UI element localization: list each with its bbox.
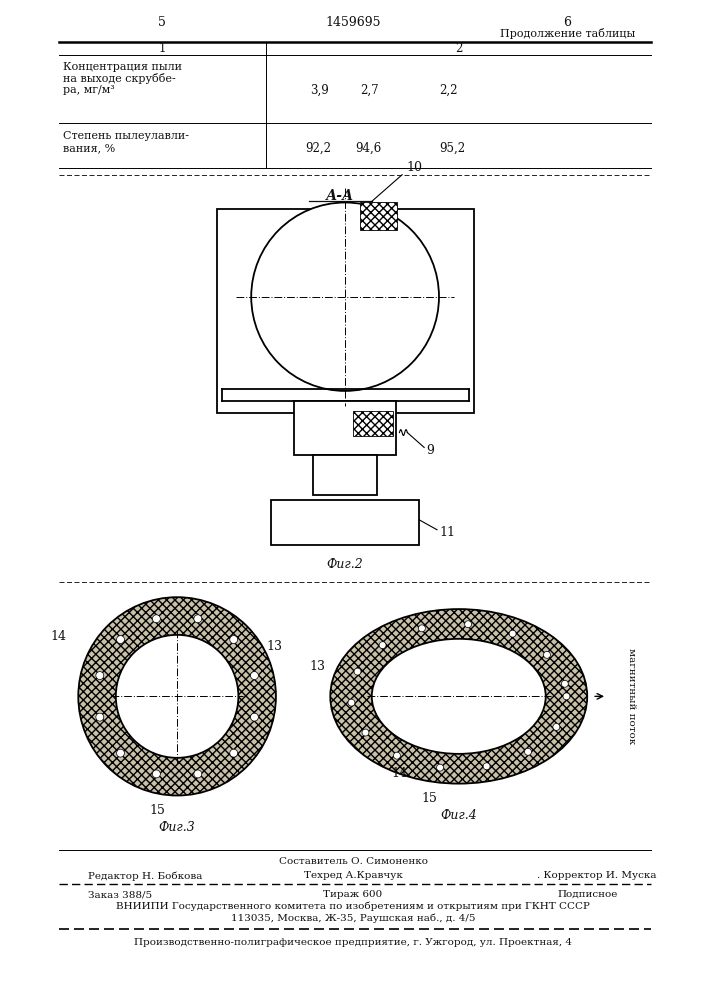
- Text: 92,2: 92,2: [305, 141, 332, 154]
- Text: Заказ 388/5: Заказ 388/5: [88, 890, 152, 899]
- Ellipse shape: [544, 651, 551, 658]
- Text: 10: 10: [407, 161, 422, 174]
- Text: Фиг.4: Фиг.4: [440, 809, 477, 822]
- Text: Производственно-полиграфическое предприятие, г. Ужгород, ул. Проектная, 4: Производственно-полиграфическое предприя…: [134, 938, 572, 947]
- Ellipse shape: [194, 615, 201, 623]
- Text: 3,9: 3,9: [310, 84, 329, 97]
- Ellipse shape: [230, 636, 238, 644]
- Text: 14: 14: [50, 630, 66, 643]
- Text: на выходе скруббе-: на выходе скруббе-: [64, 73, 176, 84]
- Text: вания, %: вания, %: [64, 143, 116, 153]
- Text: Фиг.2: Фиг.2: [327, 558, 363, 571]
- Text: 5: 5: [158, 16, 166, 29]
- Ellipse shape: [116, 635, 238, 758]
- Ellipse shape: [153, 615, 160, 623]
- Bar: [360, 202, 397, 230]
- Bar: [271, 500, 419, 545]
- Bar: [353, 411, 392, 436]
- Text: 13: 13: [310, 660, 325, 673]
- Text: Концентрация пыли: Концентрация пыли: [64, 62, 182, 72]
- Ellipse shape: [194, 770, 201, 778]
- Text: 1: 1: [158, 42, 166, 55]
- Ellipse shape: [437, 764, 443, 771]
- Text: 14: 14: [392, 767, 407, 780]
- Text: Тираж 600: Тираж 600: [323, 890, 382, 899]
- Bar: [216, 209, 474, 413]
- Ellipse shape: [117, 636, 124, 644]
- Text: Редактор Н. Бобкова: Редактор Н. Бобкова: [88, 871, 202, 881]
- Ellipse shape: [230, 749, 238, 757]
- Ellipse shape: [561, 680, 568, 687]
- Text: Степень пылеулавли-: Степень пылеулавли-: [64, 131, 189, 141]
- Ellipse shape: [372, 639, 546, 754]
- Ellipse shape: [96, 713, 104, 721]
- Ellipse shape: [553, 723, 560, 730]
- Text: Подписное: Подписное: [557, 890, 617, 899]
- Text: 94,6: 94,6: [355, 141, 381, 154]
- Ellipse shape: [419, 625, 426, 632]
- Text: магнитный поток: магнитный поток: [626, 648, 636, 744]
- Text: Составитель О. Симоненко: Составитель О. Симоненко: [279, 857, 428, 866]
- Ellipse shape: [330, 609, 588, 784]
- Text: 9: 9: [426, 444, 434, 457]
- Ellipse shape: [250, 672, 258, 680]
- Text: 2,2: 2,2: [439, 84, 457, 97]
- Ellipse shape: [483, 763, 490, 770]
- Text: Фиг.3: Фиг.3: [159, 821, 195, 834]
- Ellipse shape: [464, 621, 472, 628]
- Ellipse shape: [362, 729, 369, 736]
- Ellipse shape: [394, 752, 400, 759]
- Ellipse shape: [153, 770, 160, 778]
- Text: . Корректор И. Муска: . Корректор И. Муска: [537, 871, 657, 880]
- Text: 11: 11: [439, 526, 455, 539]
- Text: 6: 6: [563, 16, 571, 29]
- Text: 13: 13: [266, 640, 282, 653]
- Ellipse shape: [78, 597, 276, 796]
- Ellipse shape: [509, 630, 516, 637]
- Text: 113035, Москва, Ж-35, Раушская наб., д. 4/5: 113035, Москва, Ж-35, Раушская наб., д. …: [230, 914, 475, 923]
- Ellipse shape: [525, 748, 532, 755]
- Text: 2: 2: [455, 42, 462, 55]
- Ellipse shape: [379, 642, 386, 649]
- Ellipse shape: [96, 672, 104, 680]
- Bar: [293, 401, 397, 455]
- Text: А-А: А-А: [326, 189, 354, 203]
- Text: 1459695: 1459695: [325, 16, 381, 29]
- Text: Продолжение таблицы: Продолжение таблицы: [500, 28, 635, 39]
- Bar: [313, 455, 377, 495]
- Text: 95,2: 95,2: [439, 141, 465, 154]
- Ellipse shape: [117, 749, 124, 757]
- Ellipse shape: [348, 699, 355, 706]
- Text: 2,7: 2,7: [360, 84, 378, 97]
- Ellipse shape: [251, 202, 439, 391]
- Text: 15: 15: [149, 804, 165, 817]
- Text: ВНИИПИ Государственного комитета по изобретениям и открытиям при ГКНТ СССР: ВНИИПИ Государственного комитета по изоб…: [116, 902, 590, 911]
- Ellipse shape: [563, 693, 570, 700]
- Ellipse shape: [354, 668, 361, 675]
- Text: Техред А.Кравчук: Техред А.Кравчук: [303, 871, 402, 880]
- Text: ра, мг/м³: ра, мг/м³: [64, 85, 115, 95]
- Text: 15: 15: [421, 792, 437, 805]
- Ellipse shape: [250, 713, 258, 721]
